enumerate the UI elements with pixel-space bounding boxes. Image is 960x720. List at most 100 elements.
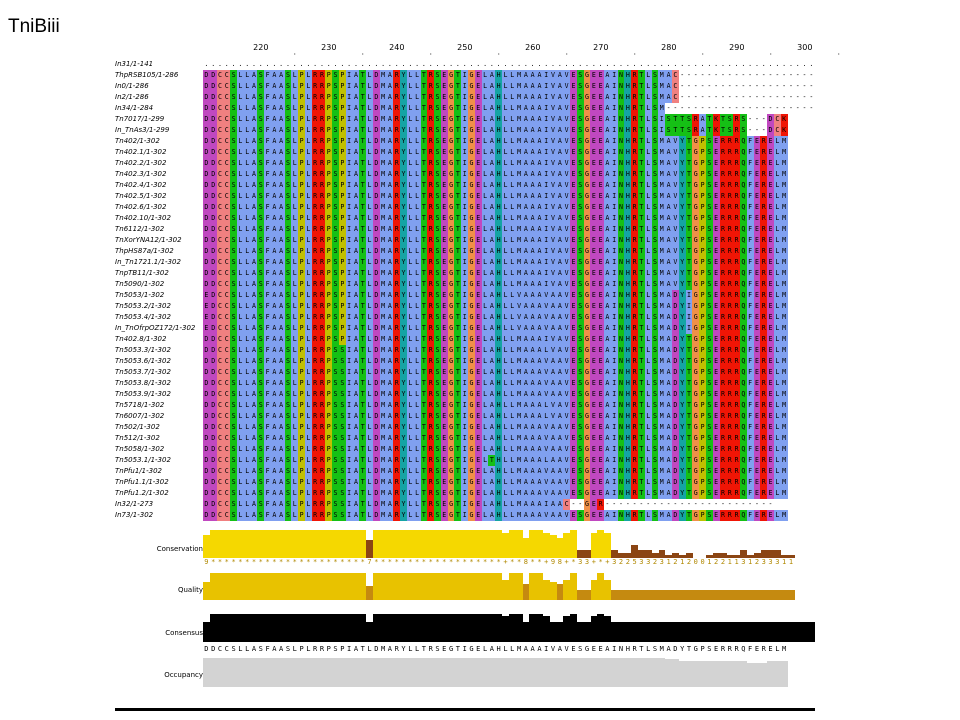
sequence-name[interactable]: Tn5053.2/1-302 (115, 302, 171, 310)
sequence-name[interactable]: Tn402.3/1-302 (115, 170, 167, 178)
sequence-name[interactable]: Tn5053.7/1-302 (115, 368, 171, 376)
residue-cell: E (597, 510, 605, 521)
sequence-name[interactable]: Tn512/1-302 (115, 434, 160, 442)
sequence-name[interactable]: In32/1-273 (115, 500, 154, 508)
sequence-name[interactable]: In_Tn1721.1/1-302 (115, 258, 181, 266)
sequence-name[interactable]: TnPfu1/1-302 (115, 467, 162, 475)
sequence-name[interactable]: Tn5718/1-302 (115, 401, 165, 409)
residue-cell: P (298, 202, 305, 213)
sequence-name[interactable]: Tn6112/1-302 (115, 225, 165, 233)
residue-cell: P (325, 301, 333, 312)
sequence-name[interactable]: Tn5058/1-302 (115, 445, 165, 453)
sequence-name[interactable]: Tn5053.1/1-302 (115, 456, 171, 464)
residue-cell: H (495, 334, 503, 345)
residue-cell: M (780, 268, 788, 279)
conservation-score: * (414, 558, 420, 566)
sequence-name[interactable]: Tn402.6/1-302 (115, 203, 167, 211)
sequence-name[interactable]: Tn5053.6/1-302 (115, 357, 171, 365)
sequence-name[interactable]: Tn402.5/1-302 (115, 192, 167, 200)
sequence-name[interactable]: TnpTB11/1-302 (115, 269, 169, 277)
sequence-name[interactable]: In_TnOfrpOZ172/1-302 (115, 324, 196, 332)
sequence-name[interactable]: In2/1-286 (115, 93, 149, 101)
alignment-panel[interactable]: ........................................… (203, 59, 815, 521)
sequence-name[interactable]: Tn402.10/1-302 (115, 214, 171, 222)
sequence-name[interactable]: Tn402.4/1-302 (115, 181, 167, 189)
sequence-name[interactable]: TnXorYNA12/1-302 (115, 236, 182, 244)
sequence-name[interactable]: In0/1-286 (115, 82, 149, 90)
sequence-name[interactable]: Tn502/1-302 (115, 423, 160, 431)
sequence-name[interactable]: TnPfu1.1/1-302 (115, 478, 169, 486)
sequence-name[interactable]: Tn5053.3/1-302 (115, 346, 171, 354)
alignment-row[interactable]: ........................................… (203, 59, 815, 70)
sequence-name[interactable]: Tn5053.8/1-302 (115, 379, 171, 387)
residue-cell: P (338, 70, 346, 81)
sequence-name[interactable]: ThpRSB105/1-286 (115, 71, 179, 79)
sequence-name[interactable]: In31/1-141 (115, 60, 154, 68)
consensus-bar (740, 622, 747, 642)
sequence-name[interactable]: In73/1-302 (115, 511, 154, 519)
sequence-name[interactable]: Tn5053.4/1-302 (115, 313, 171, 321)
sequence-names[interactable]: In31/1-141 ThpRSB105/1-286 In0/1-286 In2/1-… (115, 59, 203, 521)
sequence-name[interactable]: Tn5053.9/1-302 (115, 390, 171, 398)
sequence-name[interactable]: Tn7017/1-299 (115, 115, 165, 123)
sequence-name[interactable]: Tn402.2/1-302 (115, 159, 167, 167)
consensus-residue: R (632, 645, 637, 653)
sequence-name[interactable]: Tn402/1-302 (115, 137, 160, 145)
sequence-name[interactable]: Tn402.1/1-302 (115, 148, 167, 156)
occupancy-bar (509, 658, 516, 687)
residue-cell: P (699, 246, 706, 257)
sequence-name[interactable]: ThpHS87a/1-302 (115, 247, 174, 255)
residue-cell: I (542, 114, 550, 125)
sequence-name[interactable]: In_TnAs3/1-299 (115, 126, 170, 134)
sequence-name[interactable]: Tn5090/1-302 (115, 280, 165, 288)
sequence-name[interactable]: Tn6007/1-302 (115, 412, 165, 420)
residue-cell: L (304, 488, 312, 499)
sequence-name[interactable]: Tn5053/1-302 (115, 291, 165, 299)
sequence-name[interactable]: TnPfu1.2/1-302 (115, 489, 169, 497)
residue-cell: E (474, 422, 482, 433)
sequence-name[interactable]: Tn402.8/1-302 (115, 335, 167, 343)
sequence-name[interactable]: In34/1-284 (115, 104, 154, 112)
